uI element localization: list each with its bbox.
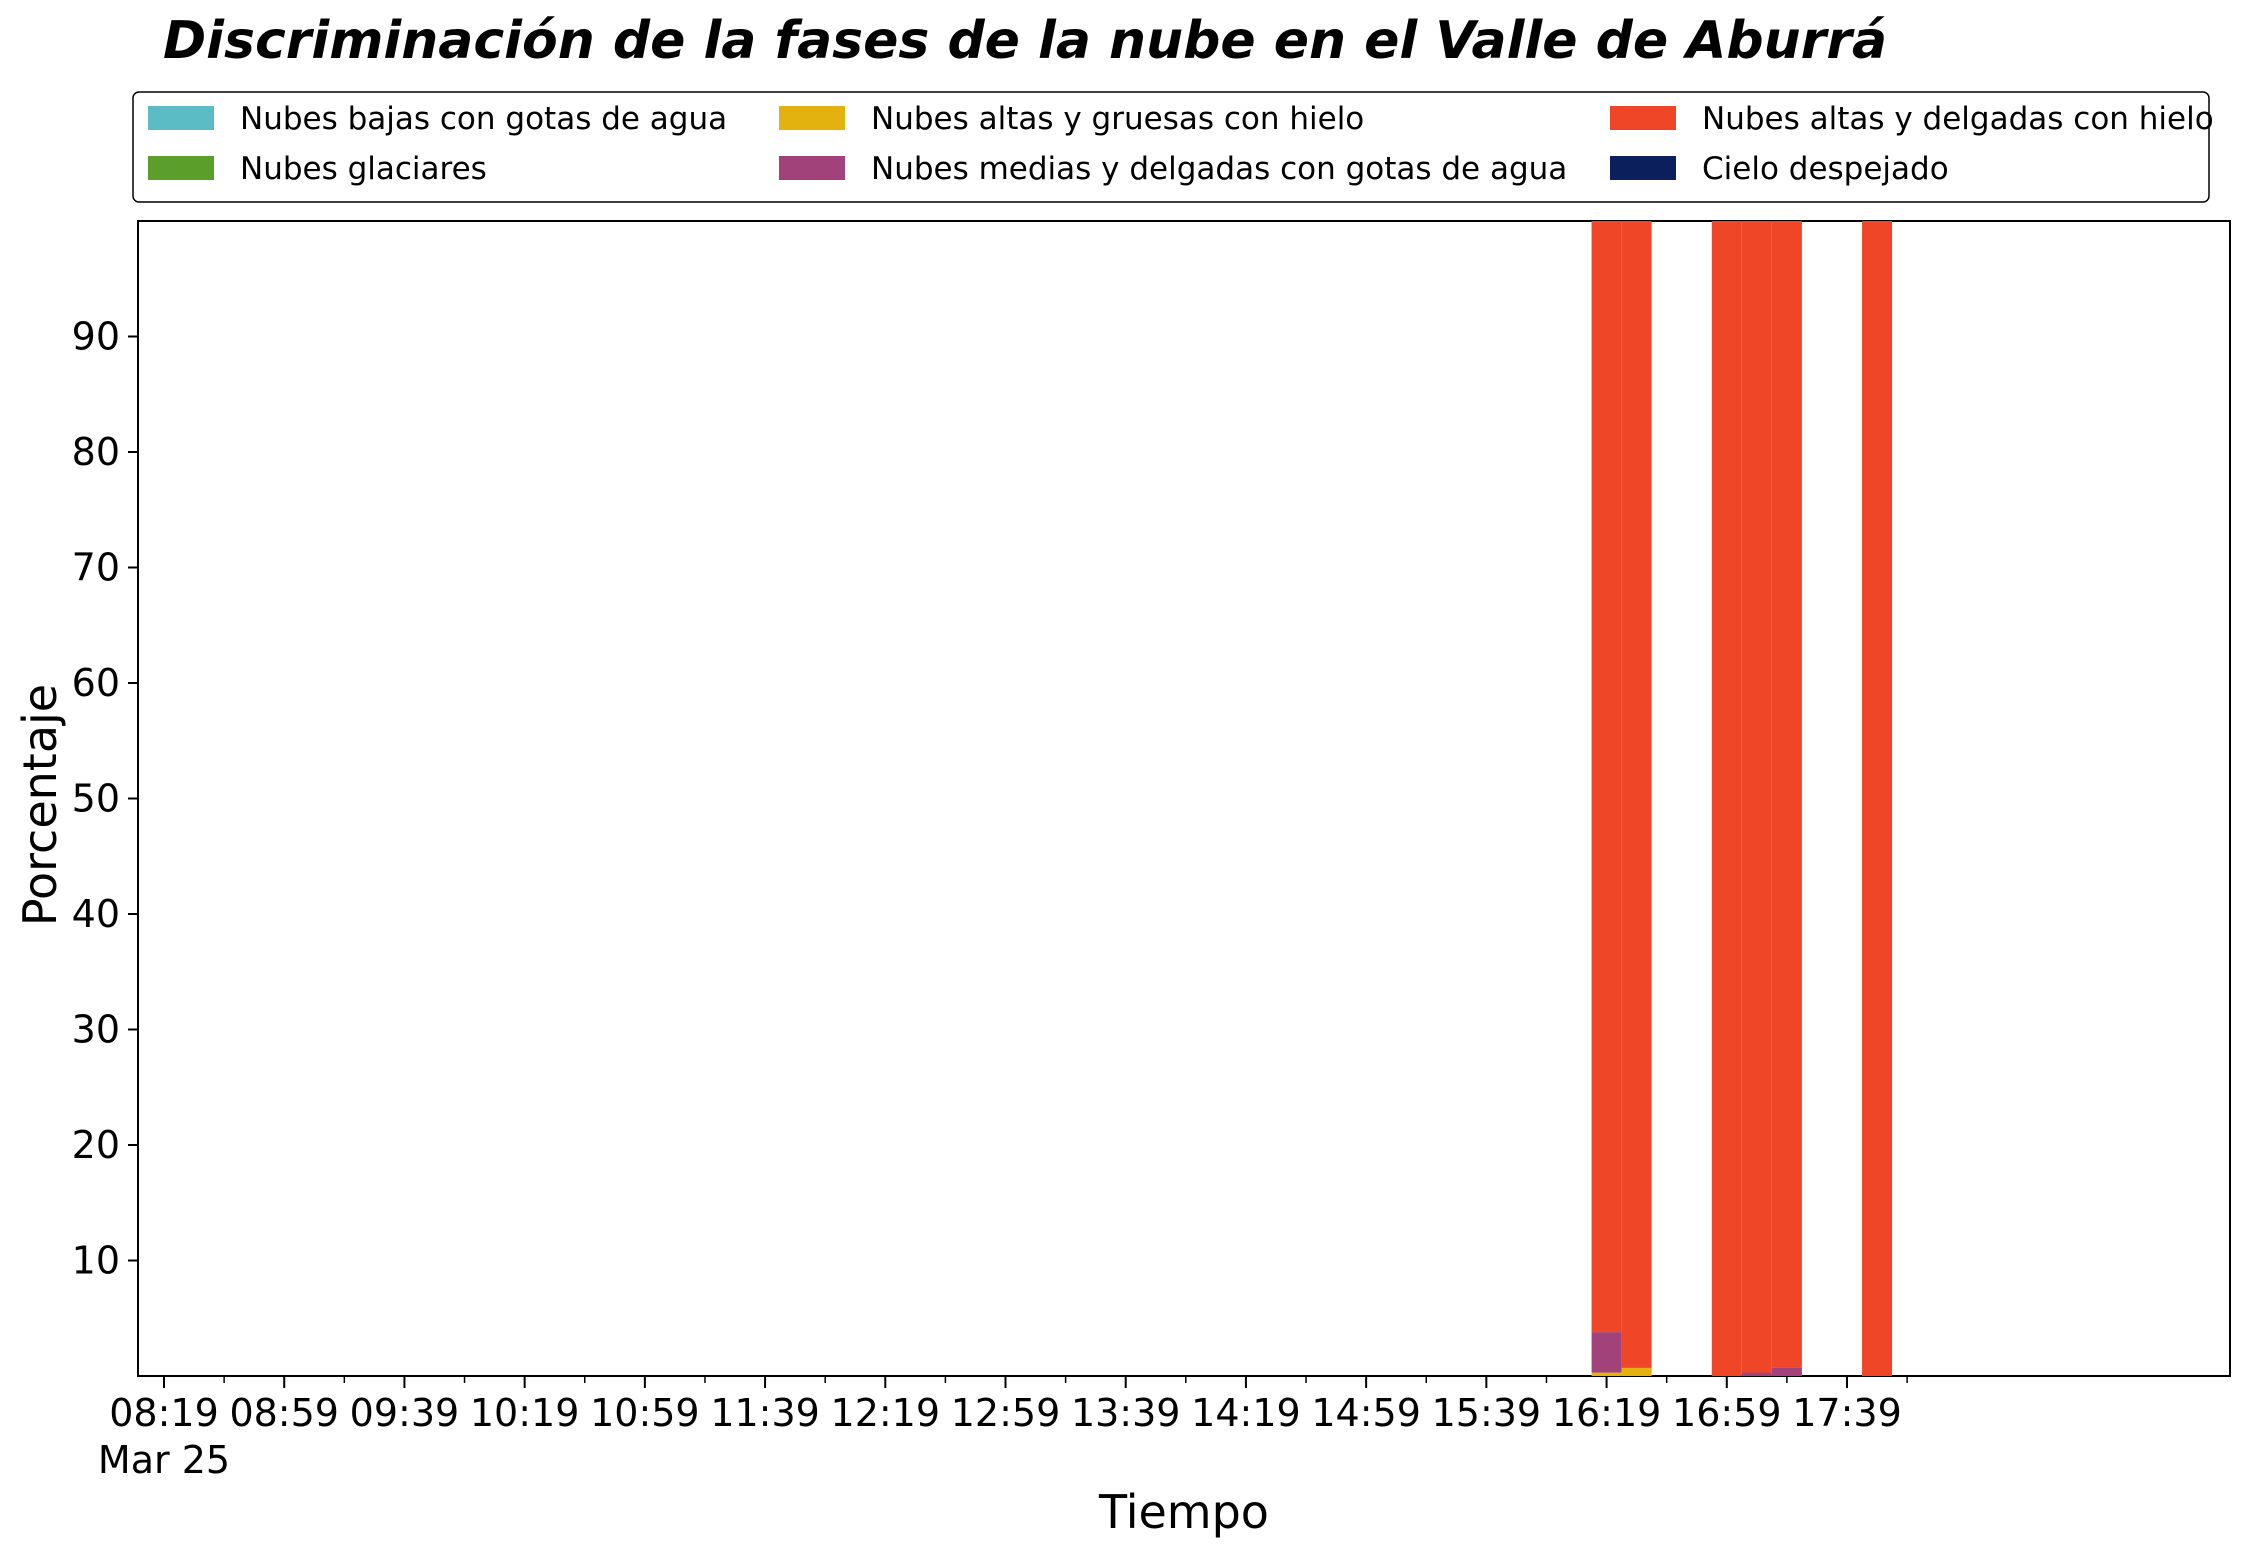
- legend-swatch: [1610, 106, 1676, 130]
- y-tick-label: 60: [72, 661, 120, 705]
- y-tick-label: 50: [72, 777, 120, 821]
- bar-segment: [1591, 1372, 1622, 1376]
- bar-segment: [1771, 1367, 1802, 1376]
- legend-entry-label: Cielo despejado: [1702, 151, 1949, 187]
- bar-segment: [1711, 221, 1742, 1376]
- y-axis: 10 20 30 40 50 60 70 80 90: [72, 315, 138, 1283]
- bar-segment: [1741, 1372, 1772, 1376]
- x-tick-label: 16:19: [1552, 1391, 1662, 1435]
- x-tick-label: 12:59: [951, 1391, 1061, 1435]
- x-tick-label: 10:59: [590, 1391, 700, 1435]
- legend-entry-label: Nubes medias y delgadas con gotas de agu…: [871, 151, 1567, 187]
- bar-segment: [1591, 221, 1622, 1333]
- bar-segment: [1862, 221, 1893, 1376]
- y-tick-label: 70: [72, 546, 120, 590]
- plot-frame: [137, 220, 2231, 1377]
- bar-segment: [1621, 221, 1652, 1368]
- x-tick-label: 14:59: [1311, 1391, 1421, 1435]
- x-axis-label: Tiempo: [1098, 1485, 1269, 1539]
- y-tick-label: 30: [72, 1008, 120, 1052]
- x-tick-label: 15:39: [1432, 1391, 1542, 1435]
- x-tick-label: 17:39: [1792, 1391, 1902, 1435]
- legend: Nubes bajas con gotas de agua Nubes altas…: [132, 91, 2214, 203]
- bar-segment: [1741, 221, 1772, 1373]
- bar-segment: [1591, 1332, 1622, 1373]
- legend-entry-label: Nubes glaciares: [240, 151, 487, 187]
- legend-swatch: [779, 106, 845, 130]
- legend-entry-label: Nubes altas y delgadas con hielo: [1702, 101, 2214, 137]
- x-date-label: Mar 25: [98, 1438, 230, 1482]
- bar-segment: [1771, 221, 1802, 1368]
- x-tick-label: 14:19: [1191, 1391, 1301, 1435]
- legend-frame: [132, 91, 2210, 203]
- y-tick-label: 80: [72, 430, 120, 474]
- y-tick-label: 40: [72, 892, 120, 936]
- x-tick-label: 16:59: [1672, 1391, 1782, 1435]
- legend-entry-label: Nubes altas y gruesas con hielo: [871, 101, 1364, 137]
- y-axis-label: Porcentaje: [13, 684, 67, 926]
- legend-swatch: [1610, 156, 1676, 180]
- legend-swatch: [148, 156, 214, 180]
- legend-swatch: [148, 106, 214, 130]
- x-tick-label: 08:19: [109, 1391, 219, 1435]
- x-tick-label: 12:19: [831, 1391, 941, 1435]
- chart-title: Discriminación de la fases de la nube en…: [163, 11, 1887, 71]
- x-tick-label: 10:19: [470, 1391, 580, 1435]
- x-tick-label: 13:39: [1071, 1391, 1181, 1435]
- x-tick-label: 11:39: [710, 1391, 820, 1435]
- legend-swatch: [779, 156, 845, 180]
- legend-entry-label: Nubes bajas con gotas de agua: [240, 101, 727, 137]
- bar-segment: [1621, 1367, 1652, 1376]
- bars: [1591, 221, 1893, 1376]
- x-axis: 08:19 08:59 09:39 10:19 10:59 11:39 12:19 12:59…: [98, 1376, 1908, 1482]
- x-tick-label: 08:59: [229, 1391, 339, 1435]
- y-tick-label: 90: [72, 315, 120, 359]
- x-tick-label: 09:39: [350, 1391, 460, 1435]
- y-tick-label: 10: [72, 1239, 120, 1283]
- y-tick-label: 20: [72, 1123, 120, 1167]
